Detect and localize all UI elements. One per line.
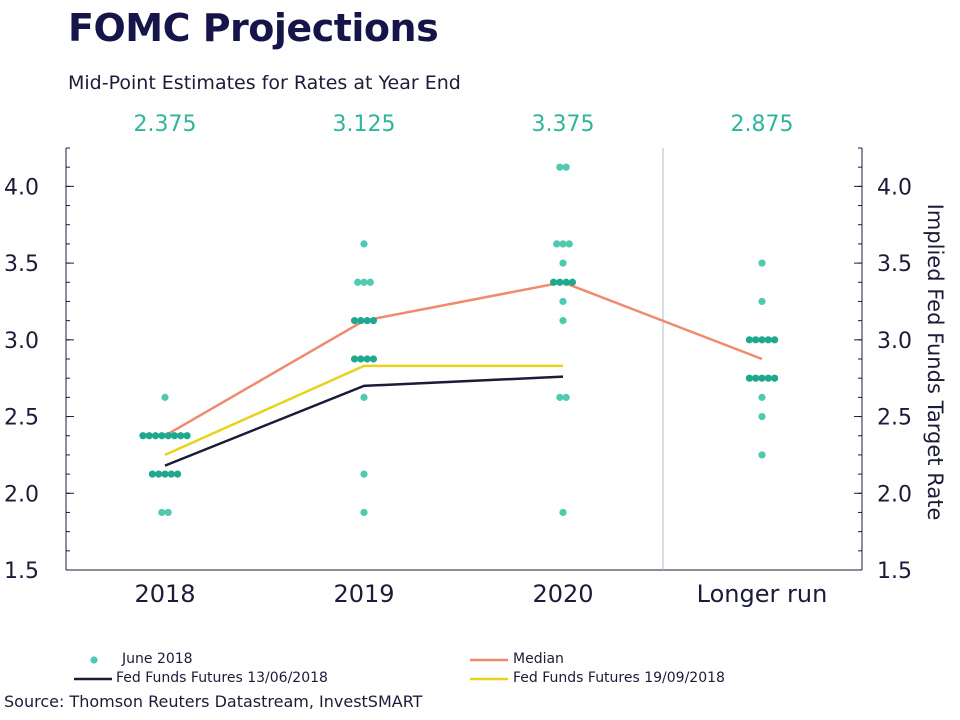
dot-point [360, 240, 368, 248]
dot-point [350, 355, 359, 363]
dot-point [139, 432, 147, 440]
y-tick-label-left: 3.0 [4, 329, 39, 354]
dot-point [758, 374, 766, 382]
dot-point [151, 432, 160, 440]
y-tick-label-left: 2.5 [4, 406, 39, 431]
y-tick-label-right: 2.0 [877, 482, 912, 507]
dot-point [758, 297, 766, 306]
legend-median: Median [513, 651, 564, 667]
dot-point [559, 259, 567, 267]
dot-point [354, 278, 362, 286]
right-axis-label: Implied Fed Funds Target Rate [923, 204, 947, 521]
dot-point [161, 393, 169, 401]
dot-point [363, 355, 371, 363]
dot-point [562, 163, 570, 171]
y-tick-label-right: 3.5 [877, 252, 912, 277]
dot-point [758, 259, 766, 267]
y-tick-label-right: 1.5 [877, 559, 912, 584]
dot-point [164, 432, 172, 440]
ff-futures-19-09-line [164, 364, 563, 457]
dot-point [764, 374, 772, 382]
dot-point [357, 317, 365, 325]
dot-point [183, 432, 191, 440]
x-tick-label: 2018 [134, 580, 195, 608]
dot-point [559, 240, 567, 248]
dot-point [559, 508, 567, 517]
dot-point [360, 393, 368, 401]
dot-point [158, 508, 166, 517]
dot-point [148, 470, 156, 478]
dot-point [556, 163, 564, 171]
y-tick-label-right: 2.5 [877, 406, 912, 431]
dot-point [164, 508, 172, 517]
dot-point [745, 336, 754, 344]
dot-point [366, 278, 374, 286]
dot-plot [139, 163, 779, 517]
axes: 1.5 1.5 2.0 2.0 2.5 2.5 3.0 3.0 3.5 3.5 4.0 4.0 2018… [4, 147, 912, 608]
dot-point [549, 278, 558, 286]
dot-point [556, 393, 564, 401]
dot-point [771, 374, 779, 382]
dot-point [369, 317, 378, 325]
dot-point [360, 508, 368, 517]
y-tick-label-right: 4.0 [877, 175, 912, 200]
dot-point [745, 374, 754, 382]
x-tick-label: Longer run [697, 580, 828, 608]
dot-point [170, 432, 179, 440]
dot-point [771, 336, 779, 344]
legend-dot-june [90, 656, 98, 664]
dot-point [360, 278, 368, 286]
y-tick-label-right: 3.0 [877, 329, 912, 354]
y-tick-label-left: 2.0 [4, 482, 39, 507]
dot-point [764, 336, 772, 344]
dot-point [752, 336, 760, 344]
dot-point [553, 240, 561, 248]
dot-point [568, 278, 577, 286]
median-line [164, 280, 763, 437]
dot-point [350, 317, 359, 325]
dot-point [167, 470, 175, 478]
legend-june: June 2018 [122, 651, 193, 667]
dot-point [758, 393, 766, 401]
chart-subtitle: Mid-Point Estimates for Rates at Year En… [68, 72, 461, 94]
dot-point [562, 278, 570, 286]
series-lines [164, 280, 763, 467]
dot-point [758, 451, 766, 459]
dot-point [155, 470, 163, 478]
y-tick-label-left: 3.5 [4, 252, 39, 277]
median-label-2018: 2.375 [133, 112, 197, 137]
dot-point [145, 432, 153, 440]
dot-point [559, 317, 567, 325]
dot-point [357, 355, 365, 363]
y-tick-label-left: 1.5 [4, 559, 39, 584]
dot-point [562, 393, 570, 401]
x-tick-label: 2019 [333, 580, 394, 608]
legend-marks [74, 656, 508, 681]
median-label-2019: 3.125 [332, 112, 396, 137]
dot-point [363, 317, 371, 325]
dot-point [565, 240, 573, 248]
legend-ff1: Fed Funds Futures 13/06/2018 [116, 670, 328, 686]
source-note: Source: Thomson Reuters Datastream, Inve… [4, 692, 423, 711]
legend-ff2: Fed Funds Futures 19/09/2018 [513, 670, 725, 686]
dot-point [758, 412, 766, 421]
chart-title: FOMC Projections [68, 6, 439, 50]
dot-point [177, 432, 185, 440]
dot-point [174, 470, 182, 478]
median-label-2020: 3.375 [531, 112, 595, 137]
dot-point [556, 278, 564, 286]
dot-point [360, 470, 368, 478]
ff-futures-13-06-line [164, 375, 564, 467]
dot-point [758, 336, 766, 344]
dot-point [161, 470, 169, 478]
x-tick-label: 2020 [532, 580, 593, 608]
dot-point [752, 374, 760, 382]
y-tick-label-left: 4.0 [4, 175, 39, 200]
dot-point [369, 355, 378, 363]
median-label-longer-run: 2.875 [730, 112, 794, 137]
dot-point [158, 432, 166, 440]
dot-point [559, 297, 567, 306]
